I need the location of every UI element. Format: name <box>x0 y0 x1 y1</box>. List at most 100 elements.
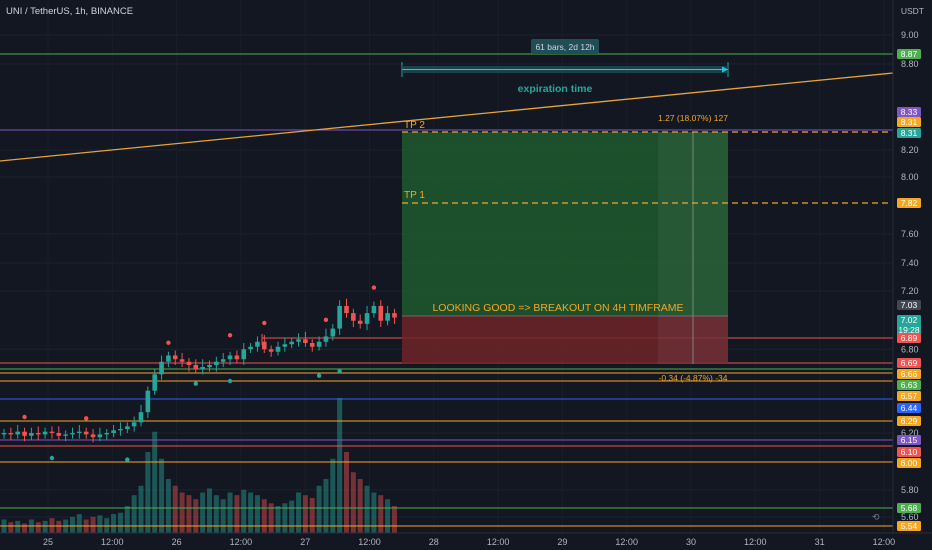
horizontal-levels[interactable] <box>0 53 893 527</box>
scale-settings-icon[interactable]: ⟲ <box>872 512 880 522</box>
time-tick-1: 12:00 <box>101 537 124 547</box>
price-badge-label-7: 6.89 <box>901 333 918 343</box>
sell-marker-4 <box>262 320 267 326</box>
time-tick-7: 12:00 <box>487 537 510 547</box>
time-tick-11: 12:00 <box>744 537 767 547</box>
price-badge-14 <box>897 435 921 445</box>
price-badge-12 <box>897 403 921 413</box>
candle-body-13 <box>90 434 96 438</box>
candle-body-10 <box>70 433 75 435</box>
currency-label: USDT <box>901 6 924 16</box>
candle-body-14 <box>97 434 103 438</box>
price-badge-label-13: 6.29 <box>901 416 918 426</box>
signal-markers <box>22 285 377 462</box>
price-badge-11 <box>897 391 921 401</box>
candle-body-36 <box>248 346 253 350</box>
price-badge-9 <box>897 369 921 379</box>
price-tick-9.00: 9.00 <box>901 30 919 40</box>
price-badge-3 <box>897 128 921 138</box>
candle-body-50 <box>344 305 349 314</box>
candle-body-54 <box>371 305 377 314</box>
time-axis[interactable]: 25 12:00 26 12:00 27 12:00 28 12:00 29 12:00 30 12:… <box>43 537 895 547</box>
price-badge-countdown: 19:28 <box>898 325 920 335</box>
volume-bar-54 <box>371 492 377 533</box>
candle-body-41 <box>282 344 288 347</box>
symbol-header[interactable]: UNI / TetherUS, 1h, BINANCE <box>6 6 133 17</box>
volume-bar-21 <box>145 452 151 533</box>
bars-range-label: 61 bars, 2d 12h <box>535 42 594 52</box>
candle-body-19 <box>131 422 137 427</box>
date-range-tool[interactable]: 61 bars, 2d 12h expiration time <box>401 39 729 95</box>
price-tick-8.00: 8.00 <box>901 172 919 182</box>
volume-bar-25 <box>172 485 178 533</box>
volume-bar-8 <box>56 520 62 533</box>
price-badge-6 <box>897 315 921 335</box>
price-badge-label-15: 6.10 <box>901 447 918 457</box>
candle-body-0 <box>1 433 7 435</box>
volume-bar-57 <box>391 506 397 533</box>
volume-bar-30 <box>207 488 212 533</box>
candle-body-31 <box>214 361 219 365</box>
price-axis-badges: 8.878.338.318.317.827.037.0219:286.896.6… <box>897 49 921 531</box>
candle-body-47 <box>323 336 329 342</box>
volume-bar-43 <box>296 492 302 533</box>
candle-body-46 <box>316 341 322 347</box>
price-badge-8 <box>897 358 921 368</box>
volume-bar-48 <box>330 458 336 533</box>
profit-zone[interactable] <box>402 132 728 316</box>
candle-body-53 <box>364 313 370 324</box>
price-badge-15 <box>897 447 921 457</box>
volume-bar-17 <box>117 512 123 533</box>
candle-body-16 <box>111 430 116 433</box>
candle-body-21 <box>145 390 151 413</box>
price-badge-label-10: 6.63 <box>901 380 918 390</box>
candle-body-3 <box>22 431 27 436</box>
price-tick-8.20: 8.20 <box>901 145 919 155</box>
price-tick-7.40: 7.40 <box>901 258 919 268</box>
volume-bar-23 <box>159 458 165 533</box>
price-badge-label-14: 6.15 <box>901 435 918 445</box>
volume-bar-6 <box>42 520 48 533</box>
buy-marker-0 <box>49 455 55 461</box>
candle-body-39 <box>268 349 274 352</box>
candle-body-55 <box>378 305 384 321</box>
candle-body-5 <box>35 433 41 435</box>
volume-bar-50 <box>344 452 349 533</box>
trendline[interactable] <box>0 72 894 162</box>
candle-body-23 <box>159 361 164 375</box>
volume-bar-27 <box>186 495 192 533</box>
candlesticks[interactable] <box>1 298 397 443</box>
candle-body-29 <box>200 367 205 369</box>
buy-marker-5 <box>337 368 342 374</box>
price-badge-1 <box>897 107 921 117</box>
volume-bar-2 <box>15 520 21 533</box>
expiration-label: expiration time <box>518 83 593 95</box>
volume-bar-29 <box>200 492 206 533</box>
volume-bar-40 <box>275 506 281 533</box>
volume-bar-13 <box>90 516 96 533</box>
candle-body-43 <box>296 339 301 342</box>
volume-bar-24 <box>165 479 171 533</box>
price-badge-18 <box>897 521 921 531</box>
candle-body-9 <box>63 434 68 436</box>
candle-body-20 <box>138 412 144 423</box>
time-tick-3: 12:00 <box>230 537 253 547</box>
candle-body-45 <box>309 343 315 347</box>
time-tick-2: 26 <box>172 537 182 547</box>
long-position-tool[interactable] <box>402 132 728 364</box>
price-axis[interactable]: 9.00 8.80 8.20 8.00 7.60 7.40 7.20 6.80 6.20 5.80… <box>901 30 919 522</box>
loss-zone[interactable] <box>402 316 728 364</box>
time-tick-4: 27 <box>300 537 310 547</box>
volume-bar-49 <box>337 398 343 533</box>
volume-bar-47 <box>323 479 329 533</box>
volume-bar-28 <box>193 499 199 533</box>
price-badge-17 <box>897 503 921 513</box>
candle-body-37 <box>255 341 260 347</box>
sell-marker-6 <box>371 285 377 290</box>
sell-marker-1 <box>84 416 89 421</box>
volume-bar-56 <box>385 499 391 533</box>
time-tick-0: 25 <box>43 537 53 547</box>
volume-bar-34 <box>234 495 240 533</box>
